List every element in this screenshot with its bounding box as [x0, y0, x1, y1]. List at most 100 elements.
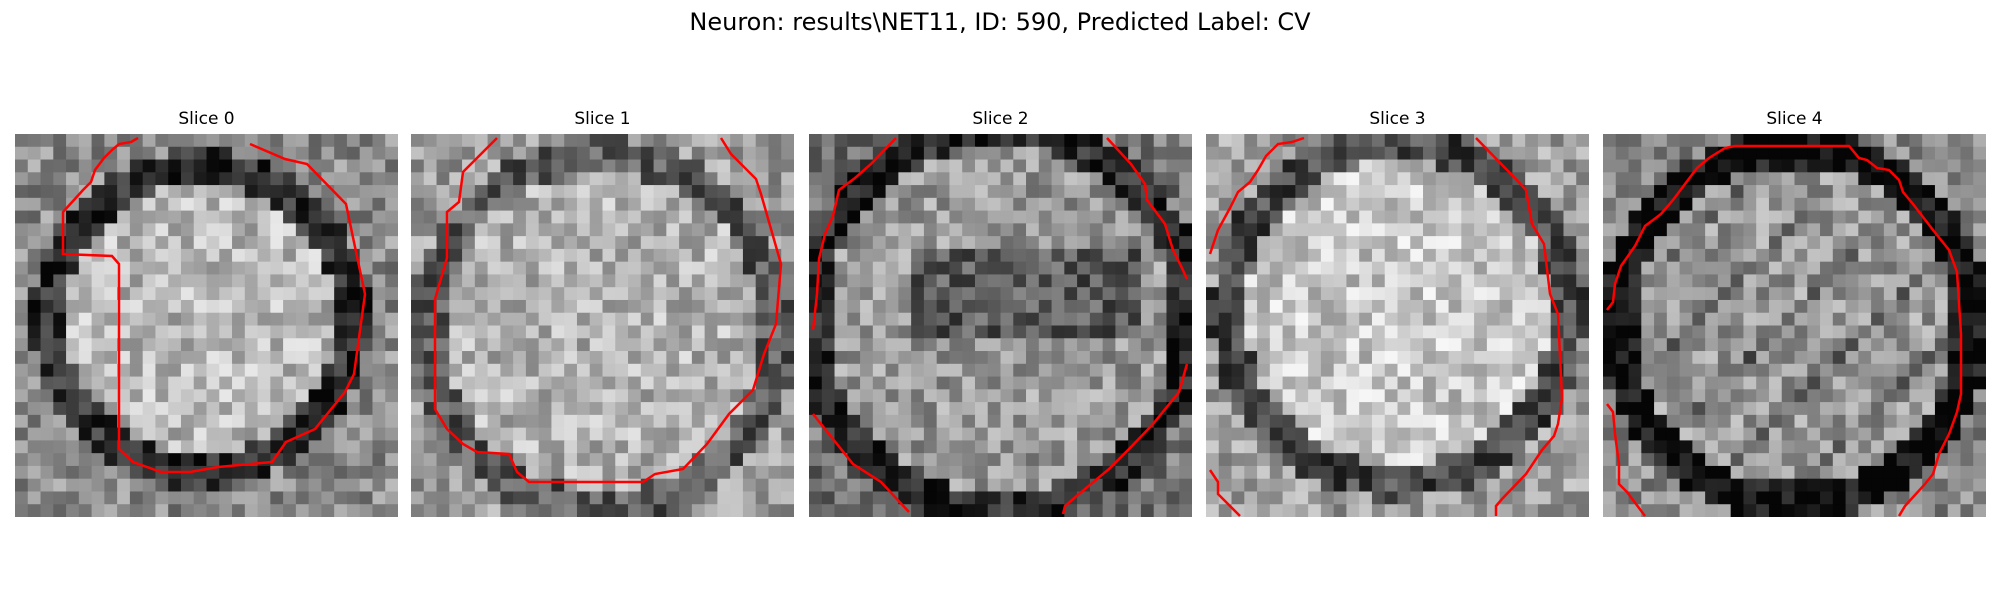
pixel-cell [1013, 197, 1027, 212]
pixel-cell [1654, 312, 1668, 327]
pixel-cell [155, 389, 169, 403]
pixel-cell [15, 478, 29, 493]
pixel-cell [1448, 146, 1462, 161]
pixel-cell [1537, 453, 1552, 467]
pixel-cell [91, 197, 105, 212]
pixel-cell [923, 325, 938, 339]
pixel-cell [1320, 172, 1335, 186]
pixel-cell [1781, 427, 1796, 441]
pixel-cell [1000, 453, 1014, 467]
pixel-cell [142, 236, 157, 250]
pixel-cell [1717, 299, 1732, 314]
pixel-cell [66, 389, 80, 403]
pixel-cell [589, 427, 604, 441]
pixel-cell [1550, 172, 1565, 186]
pixel-cell [1628, 223, 1642, 237]
pixel-cell [1756, 287, 1770, 301]
pixel-cell [1832, 351, 1847, 365]
pixel-cell [1512, 414, 1526, 429]
pixel-cell [1333, 491, 1348, 505]
pixel-cell [180, 427, 195, 441]
pixel-cell [1397, 351, 1411, 365]
pixel-cell [1768, 312, 1783, 327]
pixel-cell [462, 299, 476, 314]
pixel-cell [653, 440, 667, 454]
pixel-cell [232, 376, 246, 390]
pixel-cell [898, 236, 912, 250]
pixel-cell [742, 223, 757, 237]
pixel-cell [1858, 376, 1872, 390]
pixel-cell [1410, 338, 1424, 352]
pixel-cell [1641, 185, 1655, 199]
pixel-cell [1730, 376, 1745, 390]
pixel-cell [53, 351, 67, 365]
pixel-cell [911, 427, 925, 441]
pixel-cell [206, 197, 220, 212]
pixel-cell [104, 453, 118, 467]
pixel-cell [411, 159, 425, 173]
pixel-cell [1461, 363, 1475, 378]
pixel-cell [704, 261, 718, 276]
pixel-cell [1781, 504, 1796, 517]
pixel-cell [755, 440, 770, 454]
pixel-cell [372, 146, 386, 161]
pixel-cell [334, 210, 348, 224]
pixel-cell [898, 491, 912, 505]
pixel-cell [872, 363, 887, 378]
pixel-cell [1781, 299, 1796, 314]
pixel-cell [334, 376, 348, 390]
pixel-cell [1359, 146, 1373, 161]
pixel-cell [1102, 299, 1116, 314]
pixel-cell [872, 325, 887, 339]
pixel-cell [911, 223, 925, 237]
pixel-cell [615, 134, 629, 148]
pixel-cell [551, 363, 565, 378]
pixel-cell [1435, 402, 1450, 416]
pixel-cell [1153, 363, 1168, 378]
pixel-cell [206, 299, 220, 314]
pixel-cell [1423, 210, 1437, 224]
pixel-cell [193, 414, 208, 429]
pixel-cell [809, 134, 823, 148]
pixel-cell [15, 491, 29, 505]
pixel-cell [525, 172, 540, 186]
pixel-cell [1128, 325, 1142, 339]
pixel-cell [1410, 478, 1424, 493]
pixel-cell [1666, 414, 1681, 429]
pixel-cell [27, 465, 42, 480]
pixel-cell [1474, 338, 1488, 352]
pixel-cell [628, 491, 642, 505]
pixel-cell [1257, 197, 1271, 212]
pixel-cell [1781, 465, 1796, 480]
pixel-cell [193, 427, 208, 441]
pixel-cell [1013, 312, 1027, 327]
pixel-cell [1384, 287, 1399, 301]
pixel-cell [949, 465, 963, 480]
pixel-cell [742, 312, 757, 327]
pixel-cell [525, 440, 540, 454]
pixel-cell [1807, 223, 1821, 237]
pixel-cell [1858, 197, 1872, 212]
pixel-cell [962, 172, 976, 186]
pixel-cell [602, 261, 616, 276]
pixel-cell [78, 312, 93, 327]
pixel-cell [1179, 389, 1192, 403]
pixel-cell [1282, 197, 1296, 212]
pixel-cell [589, 172, 604, 186]
pixel-cell [730, 478, 744, 493]
pixel-cell [1077, 491, 1091, 505]
pixel-cell [1743, 312, 1757, 327]
pixel-cell [283, 453, 297, 467]
pixel-cell [1717, 440, 1732, 454]
pixel-cell [936, 351, 951, 365]
pixel-cell [1474, 134, 1488, 148]
pixel-cell [1934, 504, 1949, 517]
pixel-cell [768, 465, 782, 480]
pixel-cell [1397, 338, 1411, 352]
pixel-cell [1051, 134, 1065, 148]
pixel-cell [1563, 440, 1577, 454]
pixel-cell [462, 338, 476, 352]
pixel-cell [1550, 261, 1565, 276]
pixel-cell [1474, 299, 1488, 314]
pixel-cell [1140, 236, 1155, 250]
